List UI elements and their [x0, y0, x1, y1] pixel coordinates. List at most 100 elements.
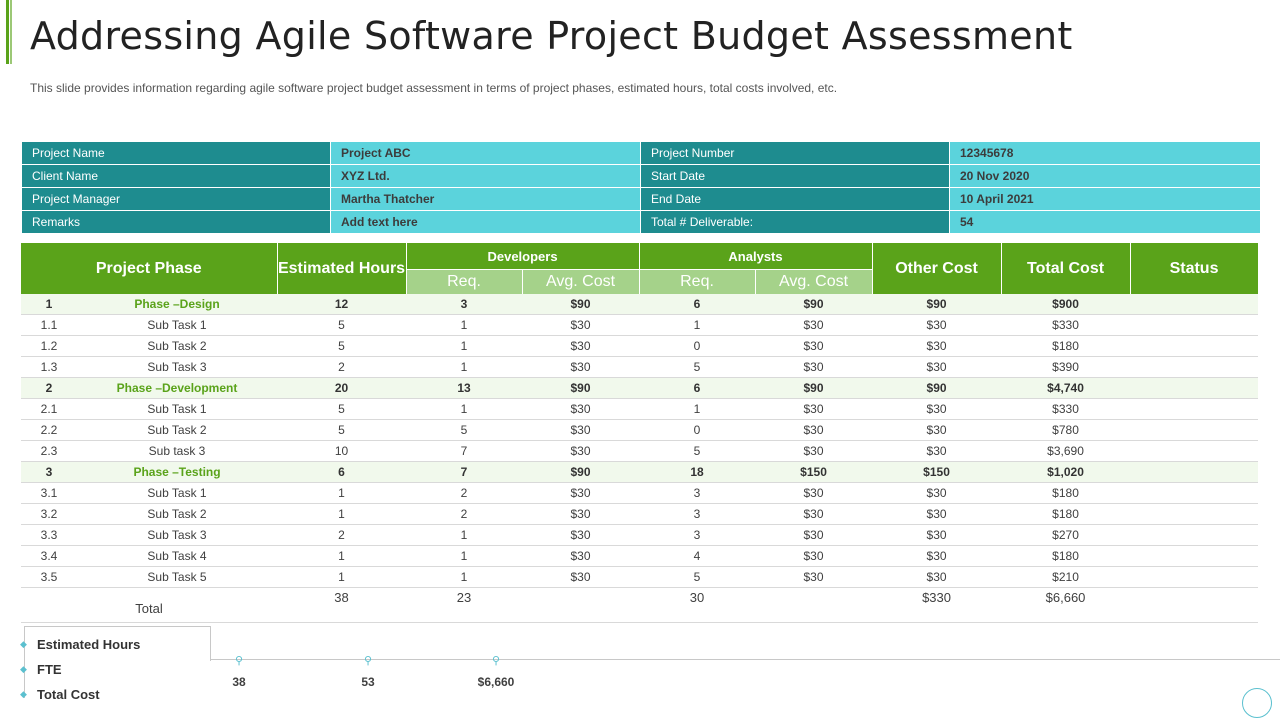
total-analyst-cost-empty: [755, 587, 873, 623]
row-dev-cost: $90: [522, 377, 640, 399]
row-analyst-cost: $30: [755, 398, 873, 420]
row-other-cost: $30: [872, 503, 1002, 525]
row-name: Sub Task 2: [77, 503, 278, 525]
row-status: [1130, 377, 1259, 399]
row-hours: 20: [277, 377, 407, 399]
row-dev-cost: $30: [522, 398, 640, 420]
bullet-icon: ◆: [20, 664, 27, 674]
page-subtitle: This slide provides information regardin…: [30, 81, 838, 95]
row-total-cost: $330: [1001, 314, 1131, 336]
row-analyst-req: 1: [639, 314, 756, 336]
row-total-cost: $1,020: [1001, 461, 1131, 483]
row-status: [1130, 440, 1259, 462]
row-id: 1.2: [21, 335, 77, 357]
row-dev-req: 1: [406, 524, 523, 546]
header-analyst-avg-cost: Avg. Cost: [755, 269, 873, 294]
row-status: [1130, 356, 1259, 378]
map-pin-icon: ⚲: [363, 655, 373, 667]
row-name: Phase –Design: [77, 294, 278, 315]
row-dev-cost: $30: [522, 440, 640, 462]
total-label: Total: [21, 587, 278, 623]
row-total-cost: $180: [1001, 482, 1131, 504]
table-row: 3.1 Sub Task 1 1 2 $30 3 $30 $30 $180: [21, 482, 1259, 504]
row-other-cost: $30: [872, 545, 1002, 567]
row-dev-req: 1: [406, 314, 523, 336]
row-other-cost: $30: [872, 566, 1002, 588]
row-total-cost: $4,740: [1001, 377, 1131, 399]
row-analyst-cost: $90: [755, 377, 873, 399]
row-dev-cost: $90: [522, 461, 640, 483]
header-dev-req: Req.: [406, 269, 523, 294]
row-dev-req: 2: [406, 482, 523, 504]
row-dev-cost: $30: [522, 545, 640, 567]
header-analysts: Analysts: [639, 243, 873, 270]
row-analyst-req: 1: [639, 398, 756, 420]
row-analyst-cost: $30: [755, 545, 873, 567]
title-accent-bar-secondary: [10, 0, 12, 64]
total-other-cost: $330: [872, 587, 1002, 623]
row-dev-cost: $30: [522, 356, 640, 378]
row-total-cost: $180: [1001, 545, 1131, 567]
map-pin-icon: ⚲: [491, 655, 501, 667]
row-dev-cost: $30: [522, 524, 640, 546]
table-row: 3.4 Sub Task 4 1 1 $30 4 $30 $30 $180: [21, 545, 1259, 567]
row-dev-req: 5: [406, 419, 523, 441]
row-analyst-req: 0: [639, 419, 756, 441]
row-hours: 5: [277, 419, 407, 441]
row-dev-req: 13: [406, 377, 523, 399]
row-dev-req: 1: [406, 545, 523, 567]
row-name: Sub Task 3: [77, 356, 278, 378]
total-analyst-req: 30: [639, 587, 756, 623]
row-name: Sub Task 5: [77, 566, 278, 588]
phase-row: 2 Phase –Development 20 13 $90 6 $90 $90 $4,740: [21, 377, 1259, 399]
row-name: Sub task 3: [77, 440, 278, 462]
row-analyst-req: 6: [639, 294, 756, 315]
row-dev-req: 1: [406, 398, 523, 420]
row-analyst-cost: $30: [755, 335, 873, 357]
row-analyst-cost: $30: [755, 524, 873, 546]
row-total-cost: $900: [1001, 294, 1131, 315]
table-row: 3.3 Sub Task 3 2 1 $30 3 $30 $30 $270: [21, 524, 1259, 546]
row-other-cost: $150: [872, 461, 1002, 483]
info-key: End Date: [640, 187, 950, 211]
header-total-cost: Total Cost: [1001, 243, 1131, 294]
row-dev-cost: $30: [522, 482, 640, 504]
row-id: 3.3: [21, 524, 77, 546]
summary-value-total-cost: $6,660: [477, 675, 515, 689]
row-other-cost: $30: [872, 482, 1002, 504]
bullet-icon: ◆: [20, 689, 27, 699]
row-hours: 1: [277, 503, 407, 525]
row-analyst-cost: $90: [755, 294, 873, 315]
phase-row: 1 Phase –Design 12 3 $90 6 $90 $90 $900: [21, 294, 1259, 315]
row-analyst-cost: $30: [755, 314, 873, 336]
row-other-cost: $30: [872, 419, 1002, 441]
summary-label-hours: Estimated Hours: [37, 637, 141, 652]
row-total-cost: $390: [1001, 356, 1131, 378]
row-dev-cost: $30: [522, 419, 640, 441]
row-dev-cost: $30: [522, 503, 640, 525]
row-analyst-req: 0: [639, 335, 756, 357]
row-other-cost: $30: [872, 314, 1002, 336]
row-name: Sub Task 3: [77, 524, 278, 546]
info-key: Project Number: [640, 141, 950, 165]
info-key: Remarks: [21, 210, 331, 234]
map-pin-icon: ⚲: [234, 655, 244, 667]
row-analyst-cost: $150: [755, 461, 873, 483]
info-value: XYZ Ltd.: [330, 164, 641, 188]
total-total-cost: $6,660: [1001, 587, 1131, 623]
row-analyst-cost: $30: [755, 440, 873, 462]
row-analyst-req: 5: [639, 566, 756, 588]
row-analyst-req: 3: [639, 503, 756, 525]
header-estimated-hours: Estimated Hours: [277, 243, 407, 294]
row-other-cost: $30: [872, 440, 1002, 462]
row-id: 1: [21, 294, 77, 315]
row-dev-req: 7: [406, 461, 523, 483]
row-analyst-req: 18: [639, 461, 756, 483]
info-value: Project ABC: [330, 141, 641, 165]
row-status: [1130, 419, 1259, 441]
row-hours: 5: [277, 314, 407, 336]
row-status: [1130, 503, 1259, 525]
totals-row: Total 38 23 30 $330 $6,660: [21, 587, 1259, 623]
row-status: [1130, 566, 1259, 588]
row-name: Sub Task 1: [77, 314, 278, 336]
